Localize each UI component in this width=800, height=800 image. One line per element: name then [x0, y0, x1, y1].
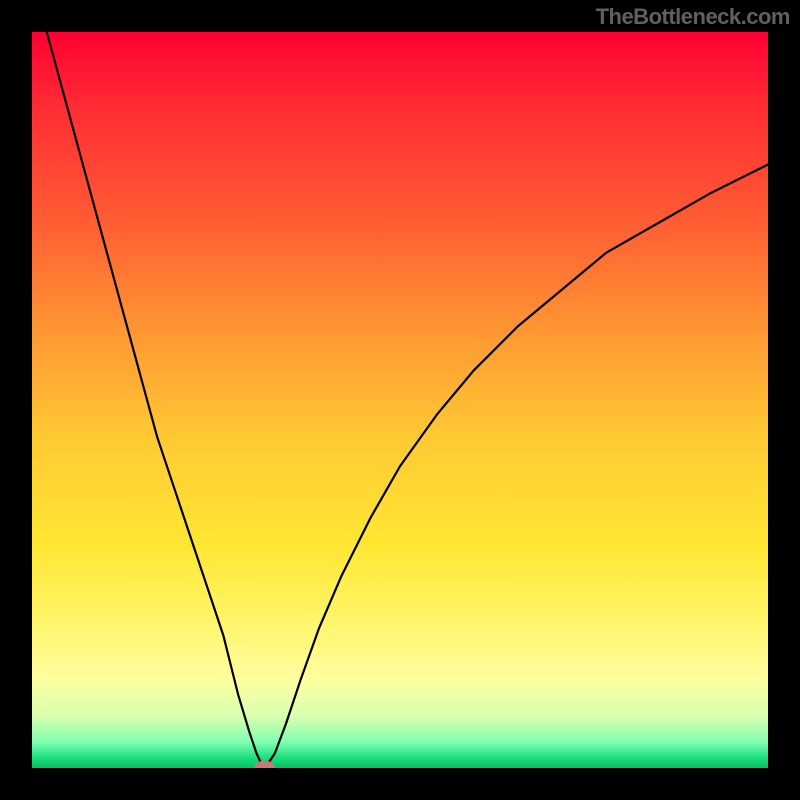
plot-area	[32, 32, 768, 768]
chart-svg	[32, 32, 768, 768]
chart-frame: TheBottleneck.com	[0, 0, 800, 800]
chart-background	[32, 32, 768, 768]
watermark-text: TheBottleneck.com	[596, 4, 790, 30]
